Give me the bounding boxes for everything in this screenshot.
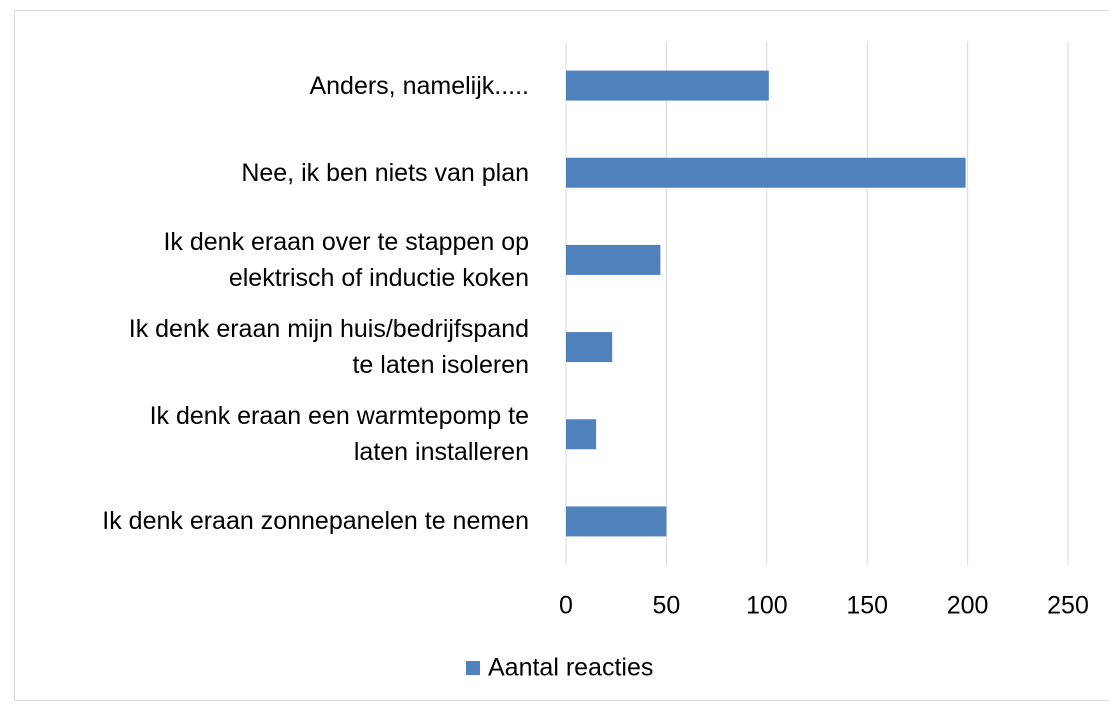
bar (566, 506, 667, 537)
bar (566, 244, 661, 275)
y-tick-label: Anders, namelijk..... (309, 71, 529, 100)
y-tick-label: Nee, ik ben niets van plan (241, 158, 529, 187)
legend-label: Aantal reacties (488, 654, 653, 682)
bar (566, 332, 613, 363)
x-tick-label: 100 (746, 592, 788, 620)
bar (566, 70, 769, 101)
y-tick-label: Ik denk eraan een warmtepomp te laten in… (149, 402, 529, 467)
legend-swatch (466, 661, 480, 675)
x-tick-label: 50 (652, 592, 680, 620)
x-tick-label: 200 (947, 592, 989, 620)
chart-border (14, 10, 1109, 701)
x-tick-label: 0 (559, 592, 573, 620)
y-tick-label: Ik denk eraan mijn huis/bedrijfspand te … (128, 315, 529, 380)
x-tick-label: 250 (1047, 592, 1089, 620)
bar (566, 419, 597, 450)
bar (566, 157, 966, 188)
y-tick-label: Ik denk eraan zonnepanelen te nemen (102, 507, 529, 536)
y-tick-label: Ik denk eraan over te stappen op elektri… (163, 227, 529, 292)
x-tick-label: 150 (846, 592, 888, 620)
